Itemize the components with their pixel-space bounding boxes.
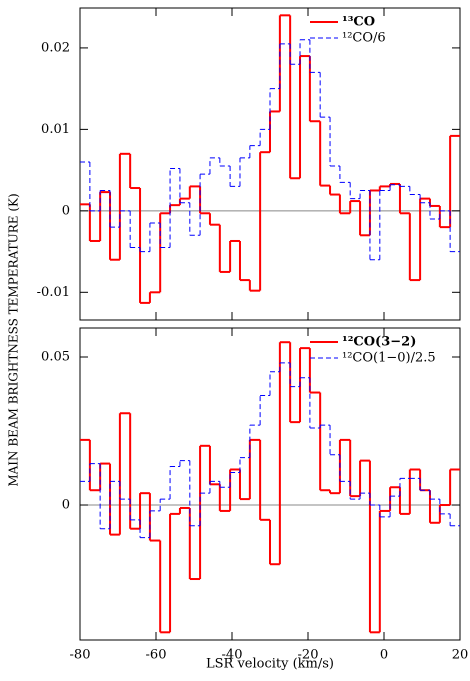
y-tick-label: 0: [62, 498, 70, 513]
x-tick-label: -20: [298, 648, 319, 663]
y-tick-label: -0.01: [37, 285, 70, 300]
x-tick-label: -80: [70, 648, 91, 663]
step-connector: [89, 39, 451, 260]
y-tick-label: 0: [62, 203, 70, 218]
y-tick-label: 0.05: [41, 350, 70, 365]
x-tick-label: 20: [452, 648, 469, 663]
y-tick-label: 0.01: [41, 122, 70, 137]
x-axis-label: LSR velocity (km/s): [206, 657, 334, 672]
y-tick-label: 0.02: [41, 40, 70, 55]
step-connector: [88, 15, 452, 303]
plot-frame: [79, 7, 461, 321]
step-connector: [89, 362, 451, 538]
y-axis-label: MAIN BEAM BRIGHTNESS TEMPERATURE (K): [7, 193, 21, 486]
x-tick-label: 0: [380, 648, 388, 663]
plot-frame: [79, 327, 461, 641]
legend-label: ¹²CO(3−2): [342, 335, 416, 350]
legend-label: ¹³CO: [342, 15, 375, 30]
legend-label: ¹²CO/6: [342, 31, 386, 46]
x-tick-label: -40: [222, 648, 243, 663]
legend-label: ¹²CO(1−0)/2.5: [342, 351, 436, 366]
x-tick-label: -60: [146, 648, 167, 663]
